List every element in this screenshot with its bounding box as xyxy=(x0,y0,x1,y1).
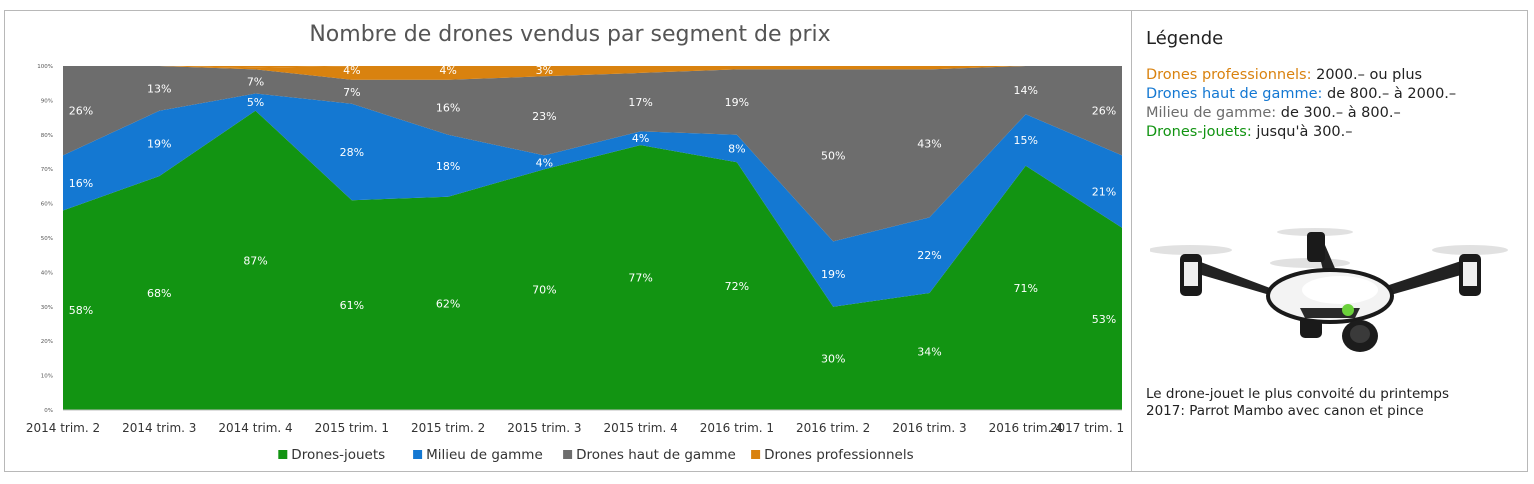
legend-line-milieu-de-gamme: Milieu de gamme: de 300.– à 800.– xyxy=(1146,104,1521,123)
y-tick-label: 30% xyxy=(41,305,53,311)
data-label: 87% xyxy=(243,254,267,267)
legend-range-haut-de-gamme: de 800.– à 2000.– xyxy=(1322,86,1457,102)
data-label: 13% xyxy=(147,82,171,95)
data-label: 19% xyxy=(147,137,171,150)
y-tick-label: 100% xyxy=(37,64,53,70)
data-label: 19% xyxy=(725,96,749,109)
area-milieu-de-gamme xyxy=(63,93,1122,307)
legend-entry-drones-professionnels: Drones professionnels xyxy=(764,447,914,463)
data-label: 7% xyxy=(247,75,264,88)
y-tick-label: 70% xyxy=(41,167,53,173)
legend-range-drones-jouets: jusqu'à 300.– xyxy=(1251,124,1353,140)
x-tick-label: 2016 trim. 1 xyxy=(700,421,774,435)
legend-swatch-milieu-de-gamme xyxy=(413,450,423,459)
data-label: 34% xyxy=(917,346,941,359)
chart-title: Nombre de drones vendus par segment de p… xyxy=(309,22,831,47)
data-label: 14% xyxy=(1014,84,1038,97)
data-label: 3% xyxy=(536,64,553,77)
y-tick-label: 40% xyxy=(41,270,53,276)
data-label: 43% xyxy=(917,137,941,150)
data-label: 4% xyxy=(343,64,360,77)
drone-caption: Le drone-jouet le plus convoité du print… xyxy=(1146,386,1521,420)
figure-frame xyxy=(4,10,1528,472)
data-label: 77% xyxy=(628,272,652,285)
data-label: 22% xyxy=(917,249,941,262)
legend-swatch-drones-professionnels xyxy=(751,450,761,459)
stacked-area-chart: 0% 10% 20% 30% 40% 50% 60% 70% 80% 90% 100% 2014 tr… xyxy=(26,64,1124,463)
legend-line-drones-jouets: Drones-jouets: jusqu'à 300.– xyxy=(1146,123,1521,142)
x-tick-label: 2015 trim. 1 xyxy=(315,421,389,435)
data-label: 28% xyxy=(340,146,364,159)
area-remainder xyxy=(63,66,1122,68)
legend-swatch-drones-jouets xyxy=(278,450,288,459)
drone-image xyxy=(1150,228,1508,352)
y-tick-label: 20% xyxy=(41,339,53,345)
y-tick-label: 50% xyxy=(41,236,53,242)
drone-caption-line-2: 2017: Parrot Mambo avec canon et pince xyxy=(1146,403,1424,419)
x-tick-label: 2014 trim. 3 xyxy=(122,421,196,435)
data-label: 53% xyxy=(1092,313,1116,326)
legend-entry-milieu-de-gamme: Milieu de gamme xyxy=(426,447,543,463)
legend-entry-drones-haut-de-gamme: Drones haut de gamme xyxy=(576,447,736,463)
data-label: 21% xyxy=(1092,186,1116,199)
y-tick-label: 60% xyxy=(41,202,53,208)
data-label: 4% xyxy=(632,132,649,145)
x-tick-label: 2016 trim. 3 xyxy=(892,421,966,435)
data-label: 16% xyxy=(436,101,460,114)
data-label: 8% xyxy=(728,143,745,156)
x-tick-label: 2014 trim. 4 xyxy=(218,421,292,435)
legend-entry-drones-jouets: Drones-jouets xyxy=(291,447,385,463)
x-tick-label: 2017 trim. 1 xyxy=(1050,421,1124,435)
data-label: 7% xyxy=(343,86,360,99)
data-label: 4% xyxy=(439,64,456,77)
data-label: 71% xyxy=(1014,282,1038,295)
data-label: 50% xyxy=(821,149,845,162)
legend-line-haut-de-gamme: Drones haut de gamme: de 800.– à 2000.– xyxy=(1146,85,1521,104)
x-tick-label: 2015 trim. 2 xyxy=(411,421,485,435)
data-label: 19% xyxy=(821,268,845,281)
data-label: 18% xyxy=(436,160,460,173)
data-label: 68% xyxy=(147,287,171,300)
data-label: 15% xyxy=(1014,134,1038,147)
panel-divider xyxy=(1131,10,1132,472)
y-tick-label: 10% xyxy=(41,374,53,380)
legend-range-milieu-de-gamme: de 300.– à 800.– xyxy=(1276,105,1401,121)
y-tick-label: 80% xyxy=(41,133,53,139)
data-label: 23% xyxy=(532,110,556,123)
data-label: 4% xyxy=(536,156,553,169)
drone-caption-line-1: Le drone-jouet le plus convoité du print… xyxy=(1146,386,1450,402)
data-label: 16% xyxy=(69,177,93,190)
data-label: 26% xyxy=(1092,105,1116,118)
x-tick-label: 2015 trim. 4 xyxy=(603,421,677,435)
legend-panel-title: Légende xyxy=(1146,28,1224,49)
legend-label-milieu-de-gamme: Milieu de gamme: xyxy=(1146,105,1277,121)
y-tick-label: 90% xyxy=(41,98,53,104)
area-drones-haut-de-gamme xyxy=(63,66,1122,242)
legend-label-haut-de-gamme: Drones haut de gamme: xyxy=(1146,86,1323,102)
x-tick-label: 2016 trim. 2 xyxy=(796,421,870,435)
data-label: 58% xyxy=(69,304,93,317)
x-tick-label: 2016 trim. 4 xyxy=(989,421,1063,435)
data-label: 62% xyxy=(436,297,460,310)
legend-line-professionnels: Drones professionnels: 2000.– ou plus xyxy=(1146,66,1521,85)
data-label: 61% xyxy=(340,299,364,312)
data-label: 5% xyxy=(247,96,264,109)
data-label: 26% xyxy=(69,105,93,118)
x-tick-label: 2015 trim. 3 xyxy=(507,421,581,435)
legend-label-professionnels: Drones professionnels: xyxy=(1146,67,1312,83)
legend-swatch-drones-haut-de-gamme xyxy=(563,450,573,459)
data-label: 70% xyxy=(532,284,556,297)
data-label: 72% xyxy=(725,280,749,293)
legend-label-drones-jouets: Drones-jouets: xyxy=(1146,124,1252,140)
data-label: 17% xyxy=(628,96,652,109)
area-drones-jouets xyxy=(63,110,1122,410)
area-drones-professionnels xyxy=(63,66,1122,80)
data-label: 30% xyxy=(821,352,845,365)
legend-range-professionnels: 2000.– ou plus xyxy=(1311,67,1423,83)
y-tick-label: 0% xyxy=(44,408,53,414)
legend-panel: Légende Drones professionnels: 2000.– ou… xyxy=(1146,28,1521,142)
x-tick-label: 2014 trim. 2 xyxy=(26,421,100,435)
